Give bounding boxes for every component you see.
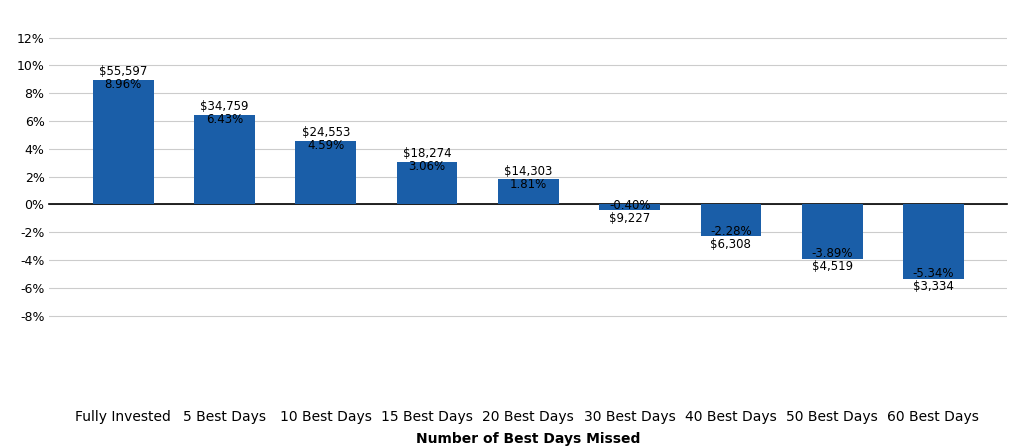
Text: -3.89%: -3.89% xyxy=(811,247,853,260)
Text: 4.59%: 4.59% xyxy=(307,139,344,152)
Bar xyxy=(396,162,458,204)
Bar xyxy=(599,204,660,210)
Text: $55,597: $55,597 xyxy=(99,65,147,78)
Text: $14,303: $14,303 xyxy=(504,164,553,177)
Bar xyxy=(93,80,154,204)
Text: 8.96%: 8.96% xyxy=(104,78,142,91)
Text: -5.34%: -5.34% xyxy=(912,267,954,280)
Text: -0.40%: -0.40% xyxy=(609,199,650,212)
Text: $34,759: $34,759 xyxy=(201,100,249,113)
Text: 6.43%: 6.43% xyxy=(206,113,244,126)
Bar xyxy=(296,141,356,204)
Text: $3,334: $3,334 xyxy=(913,280,953,293)
Text: $6,308: $6,308 xyxy=(711,238,752,251)
Text: $24,553: $24,553 xyxy=(302,126,350,139)
Bar xyxy=(498,179,559,204)
Bar xyxy=(700,204,761,236)
Text: $4,519: $4,519 xyxy=(812,260,853,273)
Bar xyxy=(802,204,862,258)
Text: 1.81%: 1.81% xyxy=(510,177,547,191)
Bar xyxy=(195,115,255,204)
Text: $9,227: $9,227 xyxy=(609,212,650,225)
X-axis label: Number of Best Days Missed: Number of Best Days Missed xyxy=(416,432,641,446)
Bar xyxy=(903,204,964,279)
Text: -2.28%: -2.28% xyxy=(710,225,752,238)
Text: $18,274: $18,274 xyxy=(402,147,452,160)
Text: 3.06%: 3.06% xyxy=(409,160,445,173)
